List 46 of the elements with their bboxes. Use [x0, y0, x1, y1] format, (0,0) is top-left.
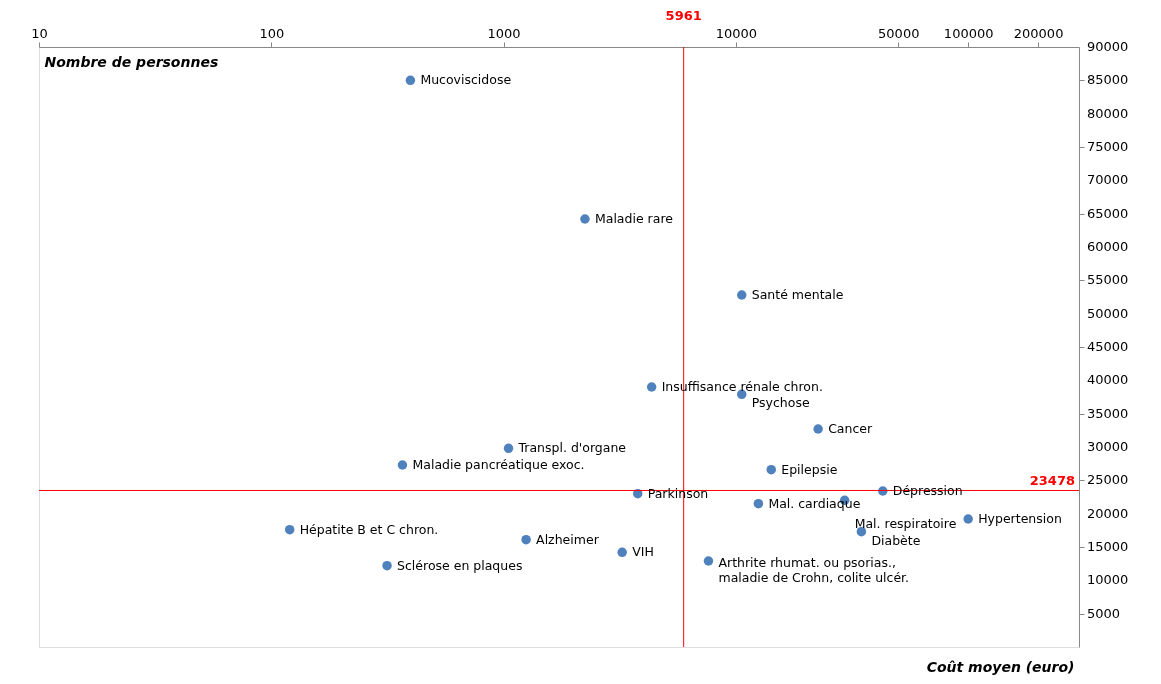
annotation: Sclérose en plaques — [397, 557, 523, 573]
x-tick-label: 100000 — [943, 25, 994, 41]
annotation: Hépatite B et C chron. — [299, 521, 439, 537]
annotation: Cancer — [828, 421, 874, 436]
ref-line-label: 23478 — [1029, 473, 1075, 489]
ref-line-label: 5961 — [665, 8, 702, 23]
annotation: Maladie rare — [594, 211, 674, 226]
annotation: Mal. cardiaque — [768, 495, 861, 511]
annotation: Psychose — [751, 395, 810, 411]
y-tick-label: 75000 — [1087, 139, 1129, 154]
y-tick-label: 60000 — [1087, 239, 1129, 254]
y-tick-label: 5000 — [1087, 605, 1121, 621]
x-tick-label: 50000 — [878, 25, 920, 41]
y-tick-label: 65000 — [1087, 205, 1129, 221]
y-tick-label: 50000 — [1087, 305, 1129, 321]
annotation: Hypertension — [978, 511, 1062, 526]
y-tick-label: 85000 — [1087, 72, 1129, 88]
annotation: Transpl. d'organe — [517, 440, 627, 456]
annotation: VIH — [632, 544, 654, 560]
y-tick-label: 10000 — [1087, 572, 1129, 588]
annotation: Arthrite rhumat. ou psorias., maladie de Crohn, colite ulcér. — [718, 555, 910, 585]
annotation: Maladie pancréatique exoc. — [412, 457, 585, 472]
x-axis-title: Coût moyen (euro) — [926, 658, 1075, 675]
y-tick-label: 30000 — [1087, 439, 1129, 454]
y-tick-label: 25000 — [1087, 472, 1129, 488]
x-tick-label: 10000 — [715, 25, 758, 41]
y-tick-label: 35000 — [1087, 405, 1129, 421]
annotation: Epilepsie — [781, 461, 838, 477]
y-tick-label: 45000 — [1087, 339, 1129, 354]
annotation: Santé mentale — [751, 287, 844, 302]
annotation: Mucoviscidose — [420, 72, 512, 88]
annotation: Diabète — [871, 532, 921, 548]
x-tick-label: 100 — [259, 25, 285, 41]
y-tick-label: 20000 — [1087, 505, 1129, 521]
y-tick-label: 55000 — [1087, 272, 1129, 288]
y-tick-label: 80000 — [1087, 105, 1129, 121]
annotation: Alzheimer — [536, 531, 600, 547]
y-axis-title: Nombre de personnes — [44, 53, 219, 70]
y-tick-label: 90000 — [1087, 39, 1129, 54]
x-tick-label: 10 — [31, 25, 48, 41]
annotation: Mal. respiratoire — [854, 516, 957, 532]
y-tick-label: 15000 — [1087, 539, 1129, 554]
y-tick-label: 70000 — [1087, 172, 1129, 188]
y-tick-label: 40000 — [1087, 372, 1129, 388]
x-tick-label: 1000 — [487, 25, 521, 41]
x-tick-label: 200000 — [1013, 25, 1064, 41]
